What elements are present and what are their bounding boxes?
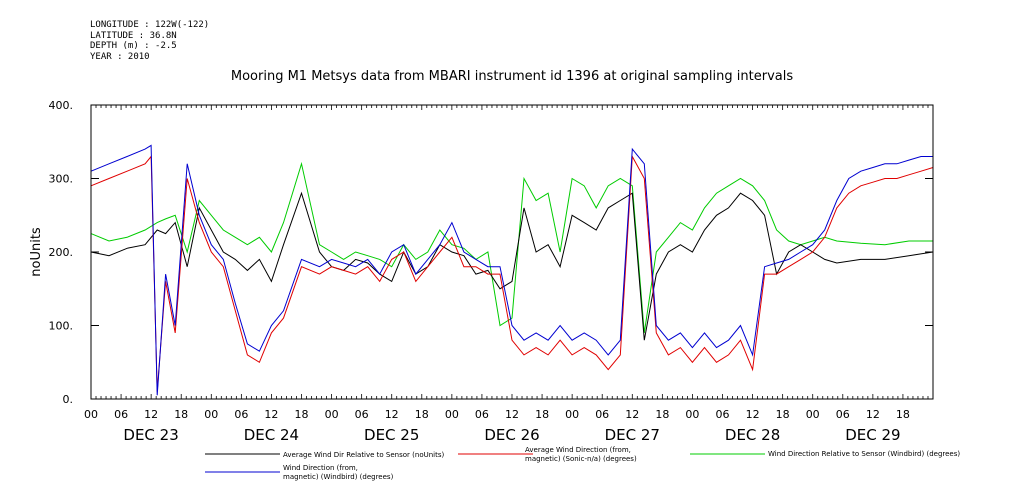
legend-label-wind-dir-rel-windbird: Wind Direction Relative to Sensor (Windb… — [768, 450, 960, 458]
x-day-label: DEC 27 — [605, 426, 660, 444]
x-tick-label: 06 — [716, 408, 730, 421]
x-tick-label: 12 — [625, 408, 639, 421]
series-layer — [90, 144, 934, 396]
series-line-wind-dir-rel-windbird — [90, 161, 933, 333]
x-tick-label: 00 — [204, 408, 218, 421]
x-tick-label: 18 — [174, 408, 188, 421]
x-tick-label: 06 — [595, 408, 609, 421]
x-tick-label: 12 — [866, 408, 880, 421]
legend: Average Wind Dir Relative to Sensor (noU… — [205, 446, 960, 481]
y-tick-label: 100. — [49, 320, 74, 333]
year-text: YEAR : 2010 — [90, 51, 150, 62]
x-tick-label: 00 — [565, 408, 579, 421]
legend-label-avg-wind-dir-rel: Average Wind Dir Relative to Sensor (noU… — [283, 451, 444, 459]
x-tick-label: 12 — [746, 408, 760, 421]
x-tick-label: 00 — [325, 408, 339, 421]
x-day-label: DEC 24 — [244, 426, 299, 444]
chart-title: Mooring M1 Metsys data from MBARI instru… — [231, 69, 793, 84]
x-tick-label: 00 — [84, 408, 98, 421]
x-tick-label: 18 — [776, 408, 790, 421]
x-tick-label: 18 — [295, 408, 309, 421]
x-tick-label: 00 — [445, 408, 459, 421]
x-tick-label: 06 — [234, 408, 248, 421]
legend-label-wind-direction-windbird: Wind Direction (from, magnetic) (Windbird… — [283, 464, 394, 481]
x-day-label: DEC 28 — [725, 426, 780, 444]
x-day-label: DEC 23 — [123, 426, 178, 444]
y-tick-label: 200. — [49, 246, 74, 259]
longitude-text: LONGITUDE : 122W(-122) — [90, 20, 210, 30]
x-tick-label: 12 — [264, 408, 278, 421]
depth-text: DEPTH (m) : -2.5 — [90, 41, 177, 51]
series-line-avg-wind-dir-rel — [90, 191, 934, 341]
x-tick-label: 18 — [535, 408, 549, 421]
x-day-label: DEC 25 — [364, 426, 419, 444]
legend-label-avg-wind-direction: Average Wind Direction (from, magnetic) (… — [525, 446, 637, 463]
y-tick-label: 0. — [63, 393, 74, 406]
y-axis-label: noUnits — [29, 227, 44, 277]
x-tick-label: 18 — [896, 408, 910, 421]
x-tick-label: 12 — [505, 408, 519, 421]
series-line-avg-wind-direction — [90, 154, 934, 392]
series-line-wind-direction-windbird — [90, 144, 933, 396]
x-tick-label: 12 — [144, 408, 158, 421]
x-tick-label: 12 — [385, 408, 399, 421]
dataset-metadata: LONGITUDE : 122W(-122) LATITUDE : 36.8N … — [90, 20, 209, 62]
latitude-text: LATITUDE : 36.8N — [90, 30, 177, 41]
axes-layer: 00 06 12 18 00 06 12 18 00 06 12 18 00 06 12 18 00 06 12 18… — [49, 99, 934, 444]
x-tick-label: 06 — [836, 408, 850, 421]
y-tick-label: 300. — [49, 173, 74, 186]
x-tick-label: 06 — [114, 408, 128, 421]
x-tick-label: 00 — [685, 408, 699, 421]
x-tick-label: 06 — [355, 408, 369, 421]
x-tick-label: 18 — [415, 408, 429, 421]
x-tick-label: 18 — [655, 408, 669, 421]
x-day-label: DEC 29 — [845, 426, 900, 444]
x-day-label: DEC 26 — [484, 426, 539, 444]
x-tick-label: 00 — [806, 408, 820, 421]
y-tick-label: 400. — [49, 99, 74, 112]
x-tick-label: 06 — [475, 408, 489, 421]
